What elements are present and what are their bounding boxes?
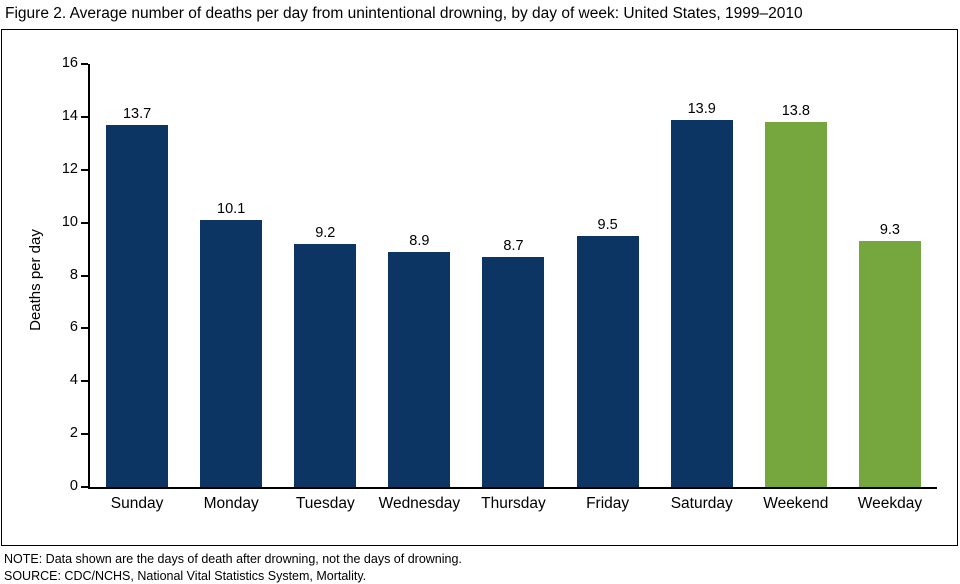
bar-value-label: 9.3 — [879, 222, 901, 238]
x-axis-category-label: Wednesday — [378, 495, 461, 512]
y-axis-tick — [81, 380, 88, 383]
bar-value-label: 13.9 — [687, 101, 716, 117]
bar-slot: 8.9 — [372, 64, 466, 487]
bar-friday — [576, 236, 639, 487]
bar-wednesday — [388, 252, 451, 487]
y-axis-tick-label: 12 — [61, 160, 78, 177]
x-axis-category-label: Weekend — [763, 495, 829, 512]
y-axis-tick — [81, 433, 88, 436]
x-axis-category-label: Monday — [203, 495, 259, 512]
y-axis-tick — [81, 115, 88, 118]
bar-value-label: 10.1 — [217, 201, 246, 217]
bar-value-label: 13.8 — [781, 103, 810, 119]
footnotes: NOTE: Data shown are the days of death a… — [4, 551, 462, 584]
note-line: NOTE: Data shown are the days of death a… — [4, 552, 462, 566]
y-axis-tick — [81, 274, 88, 277]
bars-container: 13.7 10.1 9.2 8.9 8.7 9.5 13.9 13.8 9.3 — [90, 64, 937, 487]
bar-slot: 13.8 — [749, 64, 843, 487]
y-axis-title: Deaths per day — [27, 229, 44, 331]
x-axis-category-label: Tuesday — [295, 495, 355, 512]
bar-slot: 9.2 — [278, 64, 372, 487]
bar-slot: 13.7 — [90, 64, 184, 487]
y-axis-tick-label: 6 — [69, 319, 78, 336]
x-axis-category-label: Friday — [586, 495, 630, 512]
x-axis-category-label: Saturday — [670, 495, 733, 512]
y-axis-tick-label: 14 — [61, 107, 78, 124]
y-axis-tick-label: 10 — [61, 213, 78, 230]
y-axis-tick-label: 4 — [69, 372, 78, 389]
y-axis-tick — [81, 327, 88, 330]
bar-slot: 9.3 — [843, 64, 937, 487]
y-axis-tick-label: 16 — [61, 55, 78, 71]
y-axis-tick — [81, 486, 88, 488]
bar-slot: 10.1 — [184, 64, 278, 487]
bar-slot: 9.5 — [561, 64, 655, 487]
source-line: SOURCE: CDC/NCHS, National Vital Statist… — [4, 568, 367, 583]
bar-weekday — [858, 241, 921, 487]
y-axis-tick — [81, 63, 88, 65]
bar-value-label: 9.2 — [315, 225, 336, 241]
bar-value-label: 8.9 — [409, 233, 430, 249]
bar-value-label: 13.7 — [122, 106, 152, 122]
y-axis-tick-label: 8 — [69, 266, 78, 283]
bar-saturday — [670, 120, 733, 487]
bar-tuesday — [294, 244, 357, 487]
x-axis-category-label: Thursday — [481, 495, 546, 512]
bar-weekend — [764, 122, 827, 487]
y-axis-line — [88, 64, 90, 489]
x-axis-category-labels: Sunday Monday Tuesday Wednesday Thursday Frid… — [90, 495, 937, 513]
x-axis-baseline — [88, 487, 937, 489]
bar-slot: 13.9 — [655, 64, 749, 487]
chart-frame: Deaths per day 0 2 4 6 8 10 12 14 16 13.7 10.1 9.2… — [1, 29, 958, 546]
y-axis-tick — [81, 221, 88, 224]
x-axis-category-label: Sunday — [110, 495, 164, 512]
bar-value-label: 9.5 — [597, 217, 618, 233]
bar-sunday — [106, 125, 169, 487]
bar-thursday — [482, 257, 545, 487]
y-axis-tick-label: 0 — [69, 478, 78, 494]
x-axis-category-label: Weekday — [857, 495, 923, 512]
y-axis-tick — [81, 168, 88, 171]
y-axis-tick-label: 2 — [69, 425, 78, 442]
figure-title: Figure 2. Average number of deaths per d… — [5, 5, 803, 22]
bar-value-label: 8.7 — [503, 238, 524, 254]
bar-slot: 8.7 — [466, 64, 560, 487]
bar-monday — [200, 220, 263, 487]
